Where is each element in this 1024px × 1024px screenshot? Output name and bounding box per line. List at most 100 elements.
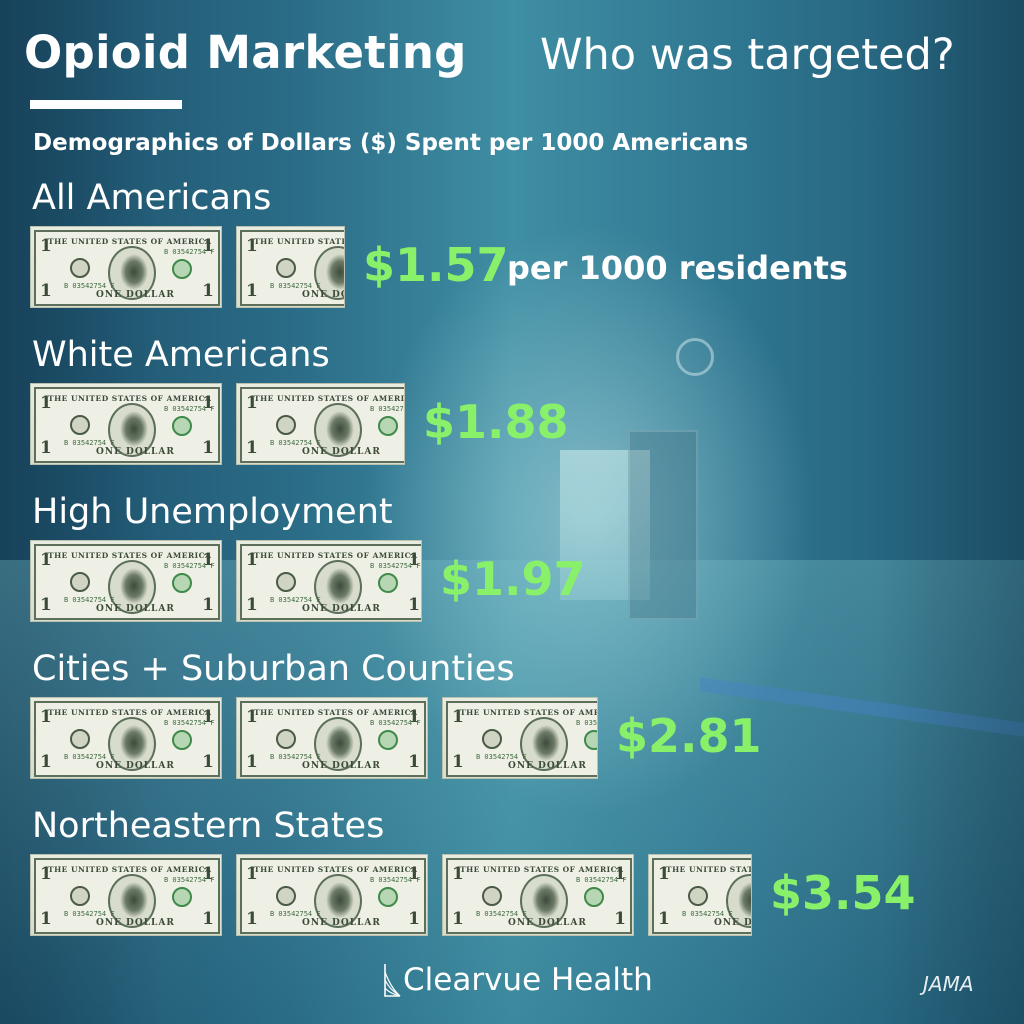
bill-header: THE UNITED STATES OF AMERICA (48, 237, 212, 246)
bill-serial: B 03542754 F (164, 405, 215, 413)
bill-footer: ONE DOLLAR (302, 918, 381, 928)
bill-denomination: 1 (40, 281, 52, 301)
bill-serial: B 03542754 F (64, 910, 115, 918)
bill-footer: ONE DOLLAR (302, 447, 381, 457)
hallway-floor (0, 560, 1024, 1024)
bill-serial: B 03542754 F (164, 719, 215, 727)
bill-serial: B 03542754 F (164, 562, 215, 570)
bill-denomination: 1 (246, 438, 258, 458)
bill-serial: B 03542754 F (270, 439, 321, 447)
bill-footer: ONE DOLLAR (508, 761, 587, 771)
washington-portrait-icon (314, 403, 362, 457)
bill-footer: ONE DOLLAR (96, 290, 175, 300)
federal-reserve-seal-icon (70, 258, 90, 278)
bill-denomination: 1 (246, 236, 258, 256)
bill-header: THE UNITED STATES OF AMERICA (254, 237, 344, 246)
federal-reserve-seal-icon (276, 729, 296, 749)
bill-footer: ONE DOLLAR (96, 604, 175, 614)
bill-footer: ONE DOLLAR (302, 761, 381, 771)
category-label: Northeastern States (32, 806, 385, 846)
bill-denomination: 1 (452, 864, 464, 884)
page-subtitle: Who was targeted? (540, 30, 955, 80)
bill-header: THE UNITED STATES OF AMERICA (460, 865, 624, 874)
title-underline (30, 100, 182, 109)
federal-reserve-seal-icon (70, 886, 90, 906)
bill-serial: B 03542754 F (64, 439, 115, 447)
bill-header: THE UNITED STATES OF AMERICA (48, 865, 212, 874)
bill-denomination: 1 (40, 864, 52, 884)
bill-header: THE UNITED STATES OF AMERICA (666, 865, 751, 874)
bill-footer: ONE DOLLAR (302, 604, 381, 614)
federal-reserve-seal-icon (276, 886, 296, 906)
washington-portrait-icon (520, 717, 568, 771)
bill-denomination: 1 (202, 752, 214, 772)
bill-header: THE UNITED STATES OF AMERICA (48, 551, 212, 560)
federal-reserve-seal-icon (276, 258, 296, 278)
bill-serial: B 03542754 F (270, 753, 321, 761)
bill-serial: B 03542754 F (370, 562, 421, 570)
wall-clock-icon (676, 338, 714, 376)
bill-footer: ONE DOLLAR (508, 918, 587, 928)
bill-denomination: 1 (202, 909, 214, 929)
bill-serial: B 03542754 F (164, 876, 215, 884)
bill-denomination: 1 (246, 864, 258, 884)
treasury-seal-icon (172, 887, 192, 907)
bill-denomination: 1 (40, 236, 52, 256)
treasury-seal-icon (378, 887, 398, 907)
washington-portrait-icon (108, 246, 156, 300)
bill-denomination: 1 (202, 236, 214, 256)
category-label: White Americans (32, 335, 330, 375)
bill-denomination: 1 (452, 909, 464, 929)
bill-denomination: 1 (246, 595, 258, 615)
treasury-seal-icon (172, 416, 192, 436)
bill-serial: B 03542754 F (64, 596, 115, 604)
treasury-seal-icon (172, 730, 192, 750)
washington-portrait-icon (314, 560, 362, 614)
federal-reserve-seal-icon (70, 572, 90, 592)
bill-header: THE UNITED STATES OF AMERICA (254, 394, 405, 403)
washington-portrait-icon (108, 560, 156, 614)
bill-denomination: 1 (658, 909, 670, 929)
washington-portrait-icon (108, 874, 156, 928)
bill-footer: ONE DOLLAR (96, 918, 175, 928)
bill-denomination: 1 (40, 752, 52, 772)
bill-serial: B 03542754 F (270, 596, 321, 604)
bill-denomination: 1 (202, 595, 214, 615)
treasury-seal-icon (172, 259, 192, 279)
bill-denomination: 1 (202, 707, 214, 727)
washington-portrait-icon (314, 717, 362, 771)
bill-denomination: 1 (40, 438, 52, 458)
bill-denomination: 1 (246, 707, 258, 727)
bill-header: THE UNITED STATES OF AMERICA (254, 551, 418, 560)
bill-denomination: 1 (40, 393, 52, 413)
treasury-seal-icon (378, 416, 398, 436)
bill-denomination: 1 (658, 864, 670, 884)
bill-serial: B 03542754 F (576, 719, 598, 727)
bill-denomination: 1 (202, 281, 214, 301)
bill-serial: B 03542754 F (370, 719, 421, 727)
bill-serial: B 03542754 F (476, 910, 527, 918)
federal-reserve-seal-icon (70, 729, 90, 749)
bill-denomination: 1 (40, 550, 52, 570)
page-title: Opioid Marketing (24, 26, 467, 79)
bill-serial: B 03542754 F (270, 282, 321, 290)
bill-denomination: 1 (202, 864, 214, 884)
chart-heading: Demographics of Dollars ($) Spent per 10… (33, 130, 749, 156)
bill-denomination: 1 (202, 550, 214, 570)
bill-footer: ONE DOLLAR (96, 447, 175, 457)
value-label: $1.88 (423, 395, 569, 449)
